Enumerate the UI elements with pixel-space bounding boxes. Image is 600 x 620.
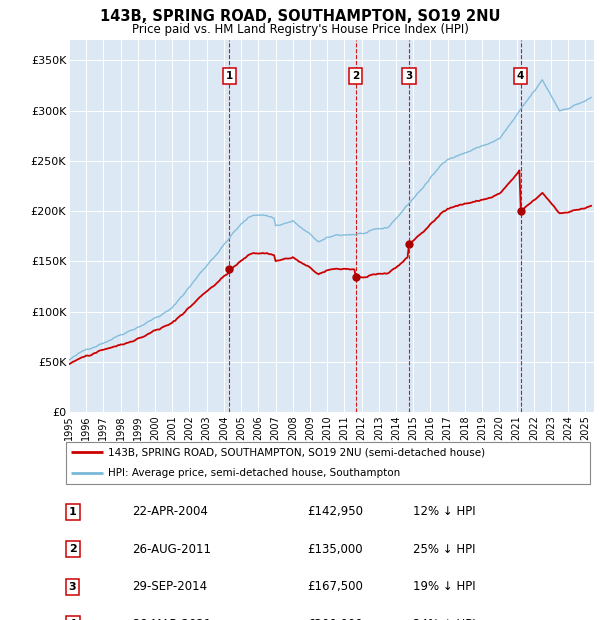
Text: £142,950: £142,950 <box>307 505 363 518</box>
Text: 12% ↓ HPI: 12% ↓ HPI <box>413 505 476 518</box>
Text: 4: 4 <box>68 619 76 620</box>
Text: 1: 1 <box>68 507 76 516</box>
Text: 22-APR-2004: 22-APR-2004 <box>132 505 208 518</box>
FancyBboxPatch shape <box>65 441 590 484</box>
Text: 26-MAR-2021: 26-MAR-2021 <box>132 618 211 620</box>
Text: 143B, SPRING ROAD, SOUTHAMPTON, SO19 2NU (semi-detached house): 143B, SPRING ROAD, SOUTHAMPTON, SO19 2NU… <box>108 447 485 458</box>
Text: 29-SEP-2014: 29-SEP-2014 <box>132 580 207 593</box>
Text: 26-AUG-2011: 26-AUG-2011 <box>132 542 211 556</box>
Text: Price paid vs. HM Land Registry's House Price Index (HPI): Price paid vs. HM Land Registry's House … <box>131 23 469 36</box>
Text: 1: 1 <box>226 71 233 81</box>
Text: £135,000: £135,000 <box>307 542 363 556</box>
Text: £200,000: £200,000 <box>307 618 363 620</box>
Text: 143B, SPRING ROAD, SOUTHAMPTON, SO19 2NU: 143B, SPRING ROAD, SOUTHAMPTON, SO19 2NU <box>100 9 500 24</box>
Text: HPI: Average price, semi-detached house, Southampton: HPI: Average price, semi-detached house,… <box>108 467 400 478</box>
Text: 3: 3 <box>406 71 413 81</box>
Text: 3: 3 <box>69 582 76 591</box>
Text: 2: 2 <box>352 71 359 81</box>
Text: 24% ↓ HPI: 24% ↓ HPI <box>413 618 476 620</box>
Text: 2: 2 <box>68 544 76 554</box>
Text: £167,500: £167,500 <box>307 580 363 593</box>
Text: 19% ↓ HPI: 19% ↓ HPI <box>413 580 476 593</box>
Text: 4: 4 <box>517 71 524 81</box>
Text: 25% ↓ HPI: 25% ↓ HPI <box>413 542 476 556</box>
